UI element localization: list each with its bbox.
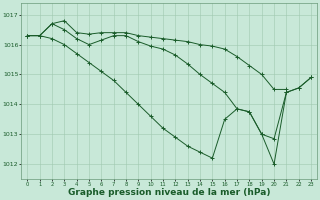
X-axis label: Graphe pression niveau de la mer (hPa): Graphe pression niveau de la mer (hPa) bbox=[68, 188, 270, 197]
